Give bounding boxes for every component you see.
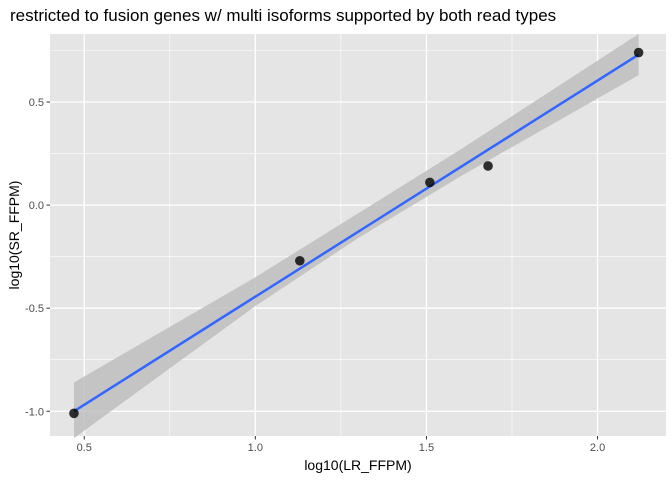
x-axis-title: log10(LR_FFPM) xyxy=(304,457,411,473)
data-points xyxy=(69,47,644,419)
data-point-2 xyxy=(295,255,305,266)
x-tick-label: 2.0 xyxy=(590,442,605,454)
data-point-4 xyxy=(483,161,493,171)
x-tick-label: 0.5 xyxy=(77,442,92,454)
regression-line xyxy=(73,53,640,413)
y-axis-ticks: -1.0 -0.5 0.0 0.5 xyxy=(25,97,50,418)
y-tick-label: -1.0 xyxy=(25,406,44,418)
x-axis-ticks: 0.5 1.0 1.5 2.0 xyxy=(77,436,605,454)
y-axis-title: log10(SR_FFPM) xyxy=(6,181,22,290)
x-tick-label: 1.5 xyxy=(419,442,434,454)
major-gridlines xyxy=(50,34,666,436)
x-tick-label: 1.0 xyxy=(248,442,263,454)
data-point-5 xyxy=(633,47,644,58)
confidence-band xyxy=(74,34,639,439)
data-point-3 xyxy=(425,177,435,188)
y-tick-label: 0.0 xyxy=(29,200,44,212)
chart-title: restricted to fusion genes w/ multi isof… xyxy=(10,6,556,25)
y-tick-label: 0.5 xyxy=(29,97,44,109)
data-point-1 xyxy=(69,408,79,419)
y-tick-label: -0.5 xyxy=(25,303,44,315)
